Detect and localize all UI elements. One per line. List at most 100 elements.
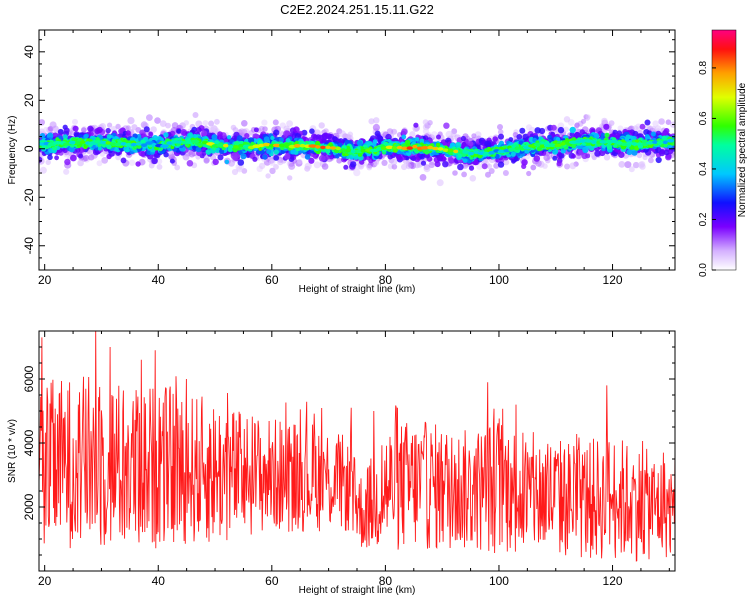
heatmap-cell <box>217 131 223 137</box>
heatmap-cell <box>183 120 189 126</box>
heatmap-cell <box>273 149 279 155</box>
heatmap-cell <box>336 157 343 164</box>
heatmap-cell <box>123 145 130 152</box>
heatmap-cell <box>205 149 212 155</box>
heatmap-cell <box>525 124 533 131</box>
heatmap-cell <box>614 132 621 139</box>
heatmap-cell <box>163 152 169 158</box>
heatmap-cell <box>212 158 219 166</box>
heatmap-cell <box>652 120 659 127</box>
heatmap-cell <box>497 129 504 135</box>
heatmap-cell <box>368 118 375 125</box>
heatmap-cell <box>484 140 491 147</box>
heatmap-cell <box>552 155 558 161</box>
heatmap-cell <box>72 118 78 125</box>
heatmap-cell <box>277 159 284 166</box>
heatmap-cell <box>493 163 499 169</box>
heatmap-cell <box>239 128 245 134</box>
heatmap-cell <box>54 155 59 161</box>
heatmap-cell <box>39 133 46 139</box>
heatmap-cell <box>593 133 600 139</box>
heatmap-cell <box>497 161 505 168</box>
heatmap-cell <box>405 163 412 170</box>
heatmap-cell <box>600 135 605 140</box>
heatmap-cell <box>97 146 103 151</box>
heatmap-cell <box>658 118 665 125</box>
spectrogram-heatmap <box>39 112 675 187</box>
heatmap-cell <box>366 164 373 171</box>
heatmap-cell <box>391 164 398 170</box>
heatmap-cell <box>650 131 656 137</box>
heatmap-cell <box>106 134 112 140</box>
heatmap-cell <box>43 126 49 133</box>
heatmap-cell <box>252 156 258 162</box>
heatmap-cell <box>214 118 220 125</box>
heatmap-cell <box>409 131 416 138</box>
heatmap-cell <box>452 170 458 176</box>
heatmap-cell <box>401 163 408 171</box>
heatmap-cell <box>39 119 45 126</box>
heatmap-cell <box>563 116 571 123</box>
heatmap-cell <box>415 137 420 142</box>
heatmap-cell <box>236 135 243 142</box>
heatmap-cell <box>668 148 674 155</box>
heatmap-cell <box>338 138 344 144</box>
heatmap-cell <box>658 149 666 157</box>
heatmap-cell <box>461 171 467 178</box>
heatmap-cell <box>442 141 448 147</box>
heatmap-cell <box>273 164 279 170</box>
heatmap-cell <box>485 171 491 178</box>
heatmap-cell <box>455 142 462 149</box>
heatmap-cell <box>585 114 591 120</box>
heatmap-cell <box>492 136 499 142</box>
heatmap-cell <box>78 153 84 159</box>
heatmap-cell <box>644 134 650 140</box>
heatmap-cell <box>467 140 474 147</box>
heatmap-cell <box>83 134 89 140</box>
heatmap-cell <box>381 159 388 166</box>
heatmap-cell <box>278 137 284 143</box>
heatmap-cell <box>354 163 362 170</box>
heatmap-cell <box>297 158 303 165</box>
heatmap-cell <box>323 128 329 134</box>
heatmap-cell <box>543 154 550 161</box>
heatmap-cell <box>639 123 646 130</box>
heatmap-cell <box>230 152 238 160</box>
heatmap-cell <box>163 132 169 138</box>
heatmap-cell <box>604 132 610 138</box>
heatmap-cell <box>156 164 163 170</box>
heatmap-cell <box>335 154 340 159</box>
heatmap-cell <box>159 120 167 127</box>
heatmap-cell <box>510 151 516 157</box>
heatmap-cell <box>585 153 591 159</box>
heatmap-cell <box>70 154 77 162</box>
heatmap-cell <box>516 152 521 157</box>
heatmap-cell <box>150 126 157 133</box>
heatmap-cell <box>231 168 239 176</box>
heatmap-cell <box>390 158 398 166</box>
heatmap-cell <box>154 117 161 124</box>
heatmap-cell <box>497 124 503 130</box>
heatmap-cell <box>201 130 208 137</box>
heatmap-cell <box>107 122 113 128</box>
heatmap-cell <box>353 169 361 177</box>
heatmap-cell <box>241 168 248 174</box>
heatmap-cell <box>63 168 70 175</box>
heatmap-cell <box>401 134 407 140</box>
heatmap-cell <box>77 159 84 167</box>
heatmap-cell <box>471 133 477 139</box>
heatmap-cell <box>46 132 54 139</box>
heatmap-cell <box>401 128 408 136</box>
heatmap-cell <box>311 133 317 140</box>
heatmap-cell <box>332 136 338 142</box>
heatmap-cell <box>521 163 527 169</box>
heatmap-cell <box>308 157 315 164</box>
heatmap-cell <box>574 132 581 139</box>
heatmap-cell <box>240 153 247 160</box>
heatmap-cell <box>422 119 429 126</box>
heatmap-cell <box>131 124 138 131</box>
heatmap-cell <box>498 133 504 140</box>
heatmap-cell <box>511 158 516 164</box>
heatmap-cell <box>534 127 541 134</box>
